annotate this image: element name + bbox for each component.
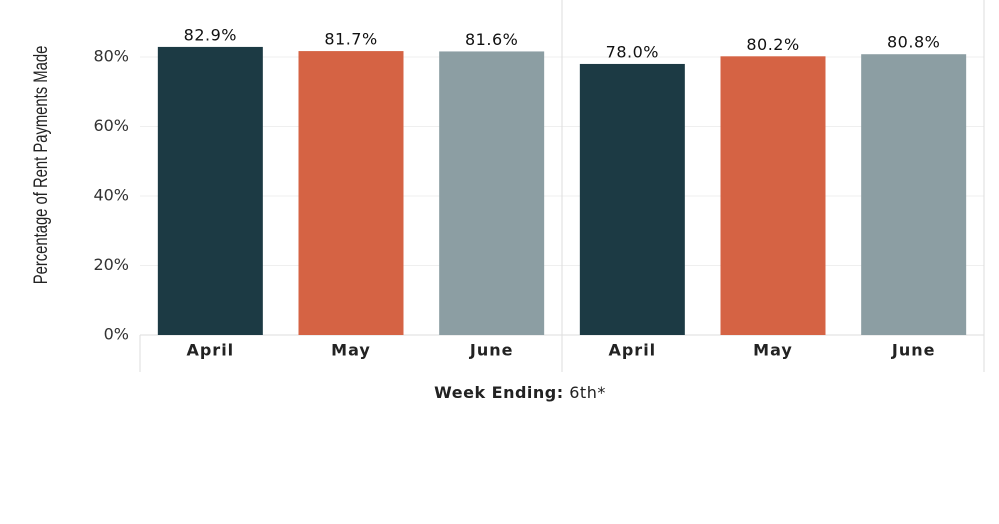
y-tick-label: 80% [93, 47, 129, 66]
x-tick-label: June [469, 341, 514, 360]
x-axis-title-value: 6th* [569, 383, 606, 402]
x-tick-label: May [331, 341, 371, 360]
bar [439, 51, 545, 335]
y-axis-title: Percentage of Rent Payments Made [30, 46, 51, 285]
bar [861, 54, 967, 335]
x-tick-label: May [753, 341, 793, 360]
bar [157, 46, 263, 336]
x-tick-label: April [608, 341, 656, 360]
y-tick-label: 0% [104, 325, 129, 344]
bar [298, 51, 404, 335]
value-label: 81.7% [324, 30, 377, 49]
bar [579, 63, 685, 335]
y-tick-label: 40% [93, 186, 129, 205]
value-label: 80.2% [746, 35, 799, 54]
x-tick-label: April [186, 341, 234, 360]
y-tick-label: 60% [93, 116, 129, 135]
x-tick-label: June [891, 341, 936, 360]
x-axis-title: Week Ending: 6th* [434, 383, 606, 402]
x-axis-title-main: Week Ending: [434, 383, 564, 402]
value-label: 78.0% [606, 42, 659, 61]
value-label: 80.8% [887, 33, 940, 52]
bar [720, 56, 826, 336]
y-tick-label: 20% [93, 255, 129, 274]
value-label: 82.9% [184, 25, 237, 44]
y-label-group: Percentage of Rent Payments Made [30, 46, 51, 285]
value-label: 81.6% [465, 30, 518, 49]
